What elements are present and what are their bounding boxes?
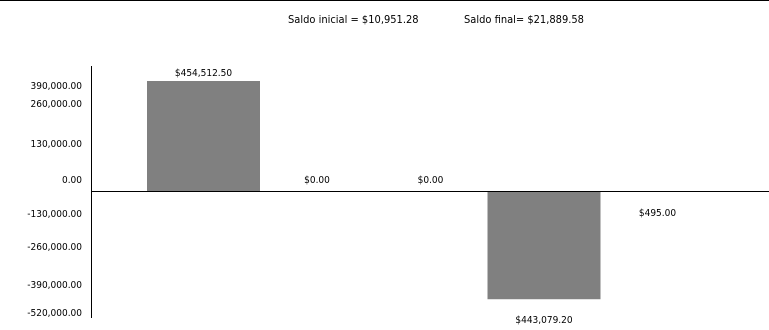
y-tick-label: 260,000.00 — [31, 99, 83, 110]
bar-value-label: $0.00 — [304, 175, 330, 186]
y-tick-label: -520,000.00 — [27, 308, 82, 319]
bar-value-label: $495.00 — [639, 208, 676, 219]
y-tick-label: 130,000.00 — [31, 139, 83, 150]
bars — [147, 81, 601, 300]
data-labels: $454,512.50 $0.00 $0.00 $443,079.20 $495.00 — [175, 68, 676, 326]
y-tick-label: -390,000.00 — [27, 280, 82, 291]
bar-value-label: $454,512.50 — [175, 68, 232, 79]
bar-value-label: $443,079.20 — [515, 315, 572, 326]
saldo-final-label: Saldo final= $21,889.58 — [464, 13, 584, 26]
y-tick-label: 390,000.00 — [31, 81, 83, 92]
y-tick-label: -260,000.00 — [27, 242, 82, 253]
bar — [147, 81, 260, 191]
y-axis-ticks: 390,000.00 260,000.00 130,000.00 0.00 -130,0… — [27, 81, 82, 319]
bar-value-label: $0.00 — [418, 175, 444, 186]
bar — [487, 192, 601, 300]
saldo-inicial-label: Saldo inicial = $10,951.28 — [288, 13, 419, 26]
y-tick-label: -130,000.00 — [27, 209, 82, 220]
y-tick-label: 0.00 — [62, 175, 82, 186]
